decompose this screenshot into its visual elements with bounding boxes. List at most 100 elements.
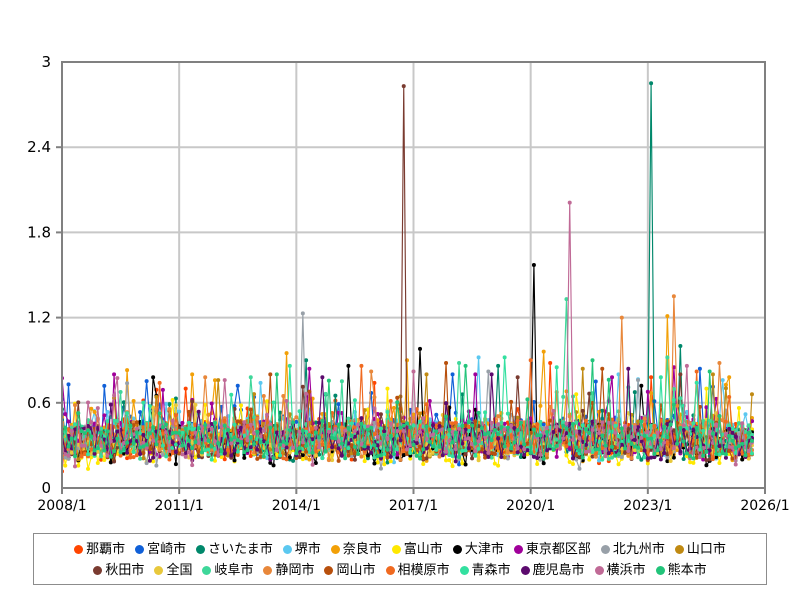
- data-point: [554, 365, 559, 370]
- data-point: [252, 392, 257, 397]
- data-point: [444, 458, 449, 463]
- data-point: [131, 450, 136, 455]
- data-point: [499, 455, 504, 460]
- data-point: [665, 314, 670, 319]
- data-point: [281, 393, 286, 398]
- data-point: [453, 447, 458, 452]
- legend-item[interactable]: 北九州市: [600, 543, 665, 556]
- data-point: [561, 423, 566, 428]
- data-point: [551, 447, 556, 452]
- legend-item[interactable]: 青森市: [459, 564, 511, 577]
- legend-label: 相模原市: [397, 563, 450, 578]
- data-point: [388, 398, 393, 403]
- legend-item[interactable]: 岡山市: [324, 564, 376, 577]
- data-point: [639, 383, 644, 388]
- data-point: [346, 453, 351, 458]
- data-point: [473, 419, 478, 424]
- data-point: [554, 437, 559, 442]
- data-point: [212, 458, 217, 463]
- data-point: [313, 430, 318, 435]
- legend-item[interactable]: 富山市: [391, 543, 443, 556]
- legend-item[interactable]: さいたま市: [196, 543, 273, 556]
- legend-item[interactable]: 相模原市: [385, 563, 450, 578]
- data-point: [291, 420, 296, 425]
- data-point: [626, 426, 631, 431]
- data-point: [636, 445, 641, 450]
- data-point: [600, 420, 605, 425]
- data-point: [375, 434, 380, 439]
- legend-item[interactable]: 熊本市: [655, 564, 707, 577]
- data-point: [190, 372, 195, 377]
- data-point: [317, 435, 322, 440]
- data-point: [554, 444, 559, 449]
- data-point: [232, 435, 237, 440]
- data-point: [209, 401, 214, 406]
- data-point: [749, 451, 754, 456]
- legend-item[interactable]: 横浜市: [594, 564, 646, 577]
- data-point: [284, 351, 289, 356]
- data-point: [424, 442, 429, 447]
- data-point: [232, 422, 237, 427]
- data-point: [320, 418, 325, 423]
- legend-item[interactable]: 全国: [154, 564, 192, 577]
- legend-item[interactable]: 東京都区部: [513, 543, 591, 556]
- legend-item[interactable]: 奈良市: [330, 543, 382, 556]
- data-point: [522, 442, 527, 447]
- data-point: [629, 441, 634, 446]
- data-point: [326, 458, 331, 463]
- data-point: [115, 376, 120, 381]
- data-point: [418, 456, 423, 461]
- legend-item[interactable]: 秋田市: [93, 564, 144, 577]
- data-point: [232, 406, 237, 411]
- data-point: [157, 411, 162, 416]
- data-point: [541, 422, 546, 427]
- data-point: [427, 439, 432, 444]
- legend-row-1: 那覇市 宮崎市 さいたま市 堺市 奈良市 富山市 大津市 東京都区部 北九州市 山口市: [40, 539, 760, 560]
- data-point: [401, 419, 406, 424]
- data-point: [395, 447, 400, 452]
- data-point: [434, 412, 439, 417]
- data-point: [518, 420, 523, 425]
- data-point: [287, 428, 292, 433]
- legend-item[interactable]: 宮崎市: [135, 543, 186, 556]
- data-point: [541, 349, 546, 354]
- data-point: [476, 439, 481, 444]
- data-point: [733, 421, 738, 426]
- legend-item[interactable]: 那覇市: [74, 543, 125, 556]
- data-point: [541, 461, 546, 466]
- data-point: [424, 372, 429, 377]
- data-point: [385, 386, 390, 391]
- data-point: [125, 411, 130, 416]
- data-point: [431, 444, 436, 449]
- legend-item[interactable]: 山口市: [674, 543, 726, 556]
- data-point: [743, 412, 748, 417]
- data-point: [701, 428, 706, 433]
- data-point: [209, 427, 214, 432]
- data-point: [287, 412, 292, 417]
- legend-item[interactable]: 大津市: [452, 543, 504, 556]
- legend-item[interactable]: 静岡市: [263, 564, 314, 577]
- data-point: [717, 414, 722, 419]
- data-point: [584, 427, 588, 432]
- data-point: [492, 428, 497, 433]
- data-point: [203, 402, 208, 407]
- data-point: [610, 375, 615, 380]
- data-point: [274, 448, 279, 453]
- data-point: [590, 427, 595, 432]
- data-point: [515, 415, 520, 420]
- data-point: [252, 415, 257, 420]
- data-point: [242, 420, 247, 425]
- data-point: [570, 437, 575, 442]
- data-point: [668, 422, 673, 427]
- data-point: [317, 445, 322, 450]
- series-group: [60, 81, 754, 474]
- legend-item[interactable]: 鹿児島市: [520, 564, 585, 577]
- data-point: [66, 453, 71, 458]
- x-tick-label: 2014/1: [272, 498, 321, 514]
- legend-item[interactable]: 堺市: [282, 543, 321, 556]
- data-point: [378, 426, 383, 431]
- data-point: [730, 438, 735, 443]
- legend-item[interactable]: 岐阜市: [202, 564, 253, 577]
- legend-label: 岐阜市: [214, 563, 254, 578]
- data-point: [343, 428, 348, 433]
